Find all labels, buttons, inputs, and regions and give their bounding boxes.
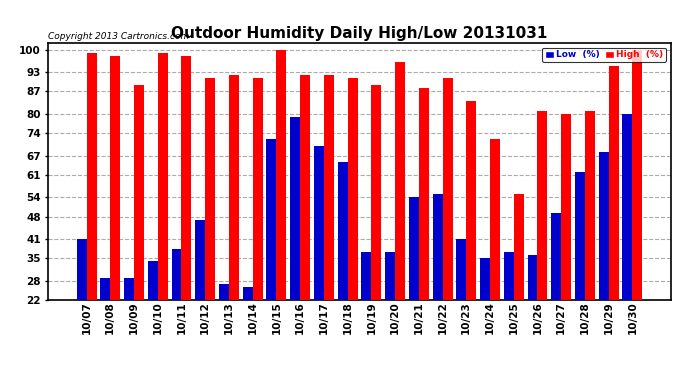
- Bar: [609, 66, 619, 300]
- Bar: [466, 101, 476, 300]
- Bar: [395, 62, 405, 300]
- Bar: [219, 284, 229, 300]
- Bar: [433, 194, 442, 300]
- Bar: [633, 50, 642, 300]
- Bar: [77, 239, 86, 300]
- Bar: [134, 85, 144, 300]
- Bar: [253, 78, 263, 300]
- Bar: [490, 140, 500, 300]
- Bar: [456, 239, 466, 300]
- Bar: [229, 75, 239, 300]
- Bar: [100, 278, 110, 300]
- Bar: [277, 50, 286, 300]
- Bar: [324, 75, 334, 300]
- Bar: [385, 252, 395, 300]
- Bar: [362, 252, 371, 300]
- Bar: [337, 162, 348, 300]
- Bar: [266, 140, 277, 300]
- Bar: [290, 117, 300, 300]
- Bar: [158, 53, 168, 300]
- Bar: [622, 114, 633, 300]
- Bar: [181, 56, 191, 300]
- Bar: [575, 172, 585, 300]
- Bar: [599, 152, 609, 300]
- Bar: [514, 194, 524, 300]
- Text: Copyright 2013 Cartronics.com: Copyright 2013 Cartronics.com: [48, 32, 190, 40]
- Bar: [409, 197, 419, 300]
- Title: Outdoor Humidity Daily High/Low 20131031: Outdoor Humidity Daily High/Low 20131031: [171, 26, 548, 40]
- Bar: [172, 249, 181, 300]
- Bar: [124, 278, 134, 300]
- Bar: [480, 258, 490, 300]
- Legend: Low  (%), High  (%): Low (%), High (%): [542, 48, 666, 62]
- Bar: [442, 78, 453, 300]
- Bar: [561, 114, 571, 300]
- Bar: [371, 85, 382, 300]
- Bar: [148, 261, 158, 300]
- Bar: [195, 220, 205, 300]
- Bar: [205, 78, 215, 300]
- Bar: [551, 213, 561, 300]
- Bar: [504, 252, 514, 300]
- Bar: [314, 146, 324, 300]
- Bar: [419, 88, 428, 300]
- Bar: [243, 287, 253, 300]
- Bar: [110, 56, 120, 300]
- Bar: [300, 75, 310, 300]
- Bar: [86, 53, 97, 300]
- Bar: [348, 78, 357, 300]
- Bar: [585, 111, 595, 300]
- Bar: [538, 111, 547, 300]
- Bar: [528, 255, 538, 300]
